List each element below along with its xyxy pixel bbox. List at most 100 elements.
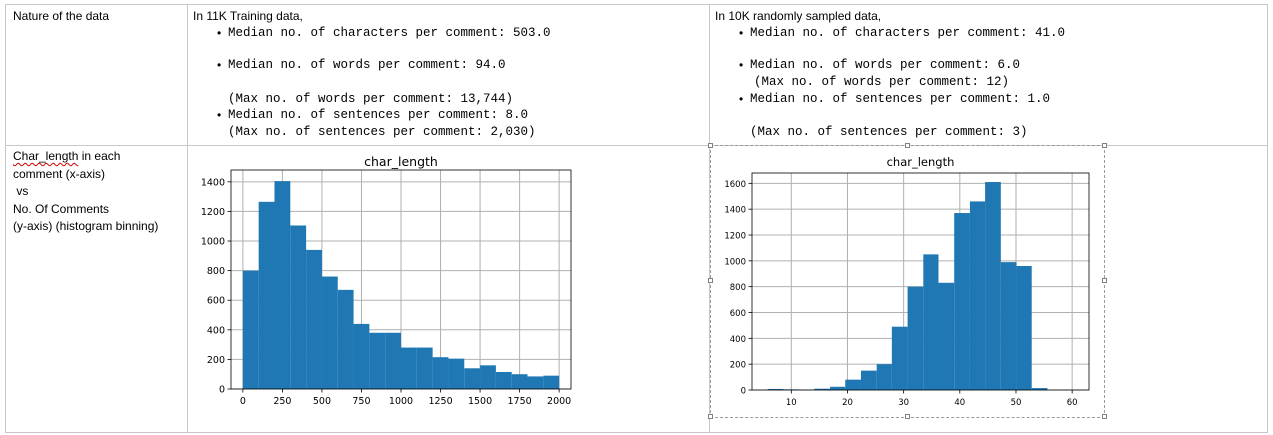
y-tick-label: 1000 [724,257,746,267]
y-tick-label: 800 [207,266,225,277]
resize-handle-bottom-right[interactable] [1102,414,1107,419]
resize-handle-top-left[interactable] [708,143,713,148]
histogram-bar [290,225,307,389]
y-tick-label: 600 [207,296,225,307]
histogram-bar [448,358,465,389]
histogram-bar [938,282,955,390]
y-tick-label: 1200 [201,207,225,218]
histogram-bar [274,181,291,389]
training-line-max-words: (Max no. of words per comment: 13,744) [228,92,514,106]
sampled-stats-cell[interactable]: In 10K randomly sampled data, • Median n… [712,4,1266,145]
x-tick-label: 20 [842,398,853,408]
bullet-icon: • [739,58,744,72]
x-tick-label: 0 [240,396,246,407]
histogram-bar [258,201,275,389]
training-line-sentences: Median no. of sentences per comment: 8.0 [228,108,529,122]
x-tick-label: 1000 [389,396,413,407]
histogram-bar [385,332,401,389]
histogram-bar [337,289,354,389]
chart-title: char_length [364,154,438,169]
x-tick-label: 30 [898,398,909,408]
histogram-bar [401,347,417,389]
histogram-bar [767,388,784,390]
column-divider-2 [709,4,710,433]
training-line-words: Median no. of words per comment: 94.0 [228,58,506,72]
histogram-bar [969,201,986,390]
spellcheck-word: Char_length [13,149,79,163]
resize-handle-middle-right[interactable] [1102,278,1107,283]
plot-frame [751,172,1090,391]
chart-title: char_length [887,155,955,169]
sampled-line-words: Median no. of words per comment: 6.0 [750,58,1021,72]
training-stats-cell[interactable]: In 11K Training data, • Median no. of ch… [190,4,708,145]
sampled-heading: In 10K randomly sampled data, [715,9,882,23]
histogram-bar [860,370,877,390]
x-tick-label: 250 [273,396,291,407]
resize-handle-top-right[interactable] [1102,143,1107,148]
sampled-line-characters: Median no. of characters per comment: 41… [750,26,1066,40]
table-border-right [1267,4,1268,433]
row-label-line-2: comment (x-axis) [13,166,106,181]
histogram-bar [369,332,386,389]
resize-handle-middle-left[interactable] [708,278,713,283]
table-border-left [5,4,6,433]
sampled-histogram[interactable]: 10 20 30 40 50 600200400600800100012001400160… [711,146,1103,417]
histogram-bar [511,374,528,389]
histogram-bar [830,386,846,390]
histogram-bar [985,182,1001,390]
histogram-bar [543,375,560,389]
histogram-bar [845,379,861,390]
x-tick-label: 60 [1067,398,1078,408]
y-tick-label: 0 [741,387,746,397]
bullet-icon: • [217,108,222,122]
resize-handle-bottom-left[interactable] [708,414,713,419]
histogram-bar [891,326,908,390]
histogram-bar [876,364,892,390]
histogram-bar [353,323,370,389]
y-tick-label: 600 [730,309,746,319]
y-tick-label: 200 [730,361,746,371]
histogram-bar [495,371,512,389]
resize-handle-bottom-middle[interactable] [905,414,910,419]
row-label-char-length[interactable]: Char_length in each comment (x-axis) vs … [13,148,185,236]
y-tick-label: 400 [207,325,225,336]
y-tick-label: 1000 [201,237,225,248]
histogram-bar [907,286,924,390]
sampled-line-max-words: (Max no. of words per comment: 12) [754,75,1010,89]
x-tick-label: 50 [1011,398,1022,408]
histogram-bar [480,365,496,389]
row-label-line-3: vs [13,184,29,198]
table-border-bottom [5,432,1268,433]
histogram-bar [306,249,322,389]
row-label-nature[interactable]: Nature of the data [13,9,110,23]
histogram-bar [1016,266,1032,390]
training-line-characters: Median no. of characters per comment: 50… [228,26,551,40]
histogram-bar [814,388,831,390]
training-heading: In 11K Training data, [193,9,303,23]
y-tick-label: 200 [207,355,225,366]
y-tick-label: 1400 [724,206,746,216]
row-label-line-1-rest: in each [78,149,121,163]
y-tick-label: 1200 [724,232,746,242]
y-tick-label: 0 [219,385,225,396]
x-tick-label: 1500 [468,396,492,407]
bullet-icon: • [739,92,744,106]
row-label-line-1: Char_length in each [13,148,185,166]
bullet-icon: • [217,26,222,40]
bullet-icon: • [217,58,222,72]
bullet-icon: • [739,26,744,40]
histogram-bar [416,347,433,389]
x-tick-label: 2000 [547,396,571,407]
x-tick-label: 1250 [428,396,452,407]
x-tick-label: 10 [786,398,797,408]
training-histogram[interactable]: 0 250 500 750 1000 1250 1500 1750 2000 0 200 400 600… [188,146,708,432]
table-border-top [5,4,1268,5]
table-border-middle [5,145,1268,146]
training-line-max-sentences: (Max no. of sentences per comment: 2,030… [228,125,536,139]
y-tick-label: 1400 [201,177,225,188]
histogram-bar [527,376,544,389]
y-tick-label: 1600 [724,180,746,190]
resize-handle-top-middle[interactable] [905,143,910,148]
row-label-line-4: No. Of Comments [13,201,110,216]
row-label-line-5: (y-axis) (histogram binning) [13,219,159,233]
